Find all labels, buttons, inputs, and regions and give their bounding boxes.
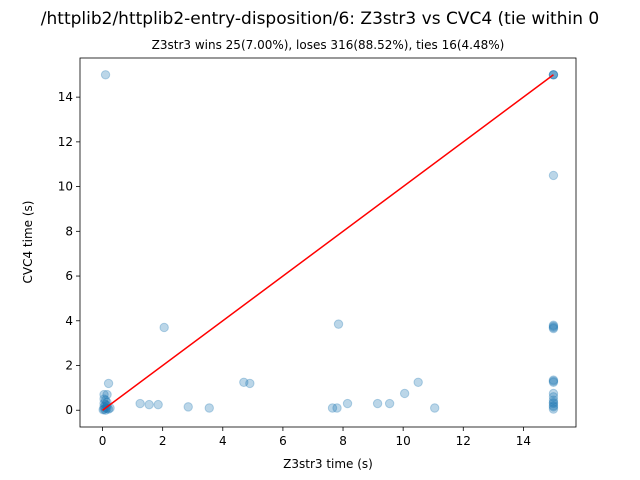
data-point — [548, 321, 559, 332]
data-point — [548, 170, 559, 181]
data-point — [100, 70, 111, 80]
data-point — [204, 403, 214, 413]
data-point — [548, 377, 559, 387]
plot-area — [79, 57, 577, 428]
data-point — [548, 388, 559, 399]
data-point — [548, 401, 559, 411]
data-point — [548, 398, 559, 409]
y-tick-label: 12 — [58, 135, 73, 149]
data-point — [103, 378, 114, 389]
data-point — [135, 398, 145, 409]
data-point — [548, 323, 559, 334]
data-point — [548, 392, 559, 402]
data-point — [548, 397, 559, 408]
y-axis: 0 2 4 6 8 10 12 14 — [58, 90, 80, 417]
y-tick-label: 10 — [58, 180, 73, 194]
data-point — [342, 398, 353, 409]
x-tick-label: 12 — [456, 434, 471, 448]
data-point — [372, 398, 383, 409]
y-tick-label: 8 — [65, 224, 73, 238]
data-point — [548, 320, 559, 330]
data-point — [239, 377, 249, 387]
chart-title: /httplib2/httplib2-entry-disposition/6: … — [41, 9, 599, 29]
y-tick-label: 2 — [65, 359, 73, 373]
data-point — [548, 404, 559, 414]
data-point — [548, 375, 559, 385]
y-tick-label: 6 — [65, 269, 73, 283]
data-point — [430, 403, 440, 413]
diagonal-line — [102, 74, 554, 411]
data-point — [548, 322, 559, 333]
data-point — [548, 402, 559, 412]
y-tick-label: 0 — [65, 403, 73, 417]
x-axis-label: Z3str3 time (s) — [283, 457, 373, 471]
data-point — [245, 378, 255, 389]
data-point — [183, 402, 193, 412]
data-point — [102, 403, 112, 414]
data-point — [548, 376, 559, 386]
y-tick-label: 4 — [65, 314, 73, 328]
data-point — [327, 403, 338, 413]
data-point — [548, 395, 559, 405]
y-axis-label: CVC4 time (s) — [21, 201, 35, 284]
data-point — [99, 389, 109, 400]
data-point — [144, 399, 154, 410]
data-point — [384, 398, 395, 409]
data-point — [99, 394, 109, 404]
x-tick-label: 6 — [279, 434, 287, 448]
data-point — [153, 399, 163, 410]
x-axis: 0 2 4 6 8 10 12 14 — [99, 427, 531, 448]
data-point — [159, 322, 169, 333]
x-tick-label: 4 — [219, 434, 227, 448]
data-point — [399, 388, 410, 399]
x-tick-label: 2 — [159, 434, 167, 448]
plot-frame — [79, 57, 577, 428]
x-tick-label: 10 — [396, 434, 411, 448]
chart-subtitle: Z3str3 wins 25(7.00%), loses 316(88.52%)… — [152, 38, 505, 52]
data-point — [333, 319, 344, 329]
y-tick-label: 14 — [58, 90, 73, 104]
data-point — [332, 403, 342, 413]
data-point — [100, 405, 111, 415]
data-point — [100, 395, 111, 405]
x-tick-label: 0 — [99, 434, 107, 448]
x-tick-label: 8 — [339, 434, 347, 448]
data-point — [102, 389, 112, 400]
x-tick-label: 14 — [516, 434, 531, 448]
data-point — [99, 398, 109, 409]
data-point — [413, 377, 423, 387]
